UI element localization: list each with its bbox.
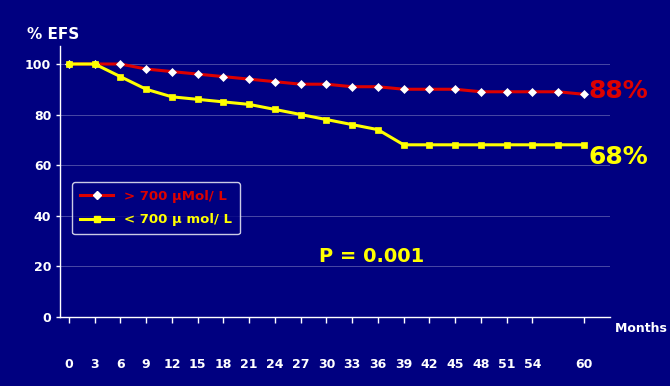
Text: Months from biopsy: Months from biopsy [615, 322, 670, 335]
Text: 24: 24 [266, 357, 283, 371]
Text: 42: 42 [421, 357, 438, 371]
Text: 51: 51 [498, 357, 515, 371]
Text: 18: 18 [214, 357, 232, 371]
Text: 30: 30 [318, 357, 335, 371]
Text: 54: 54 [524, 357, 541, 371]
Text: % EFS: % EFS [27, 27, 79, 42]
Text: 88%: 88% [588, 78, 648, 103]
Text: 3: 3 [90, 357, 99, 371]
Text: 45: 45 [446, 357, 464, 371]
Text: 48: 48 [472, 357, 490, 371]
Text: 27: 27 [292, 357, 310, 371]
Legend: > 700 μMol/ L, < 700 μ mol/ L: > 700 μMol/ L, < 700 μ mol/ L [72, 182, 240, 234]
Text: P = 0.001: P = 0.001 [318, 247, 423, 266]
Text: 0: 0 [64, 357, 73, 371]
Text: 60: 60 [576, 357, 593, 371]
Text: 15: 15 [189, 357, 206, 371]
Text: 36: 36 [369, 357, 387, 371]
Text: 12: 12 [163, 357, 181, 371]
Text: 21: 21 [241, 357, 258, 371]
Text: 33: 33 [344, 357, 360, 371]
Text: 68%: 68% [588, 146, 648, 169]
Text: 6: 6 [116, 357, 125, 371]
Text: 9: 9 [142, 357, 151, 371]
Text: 39: 39 [395, 357, 412, 371]
